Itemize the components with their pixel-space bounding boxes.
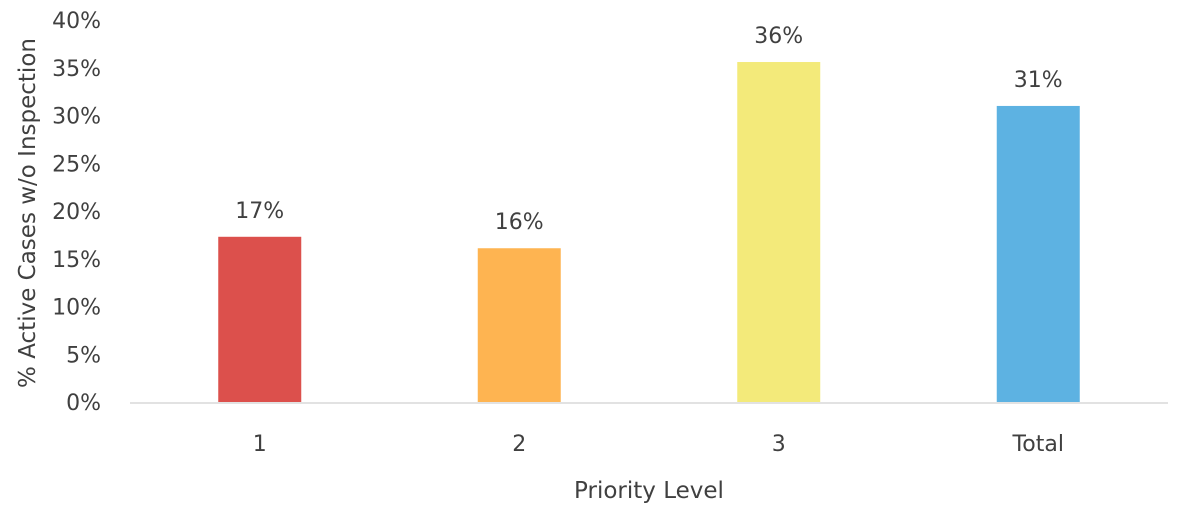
y-tick-label: 0% (66, 391, 101, 416)
y-tick-label: 30% (52, 105, 101, 130)
bar-value-label: 17% (235, 199, 284, 224)
y-tick-label: 20% (52, 200, 101, 225)
x-tick-label: 3 (772, 432, 786, 457)
x-tick-label: Total (1012, 432, 1064, 457)
bar-value-label: 36% (754, 24, 803, 49)
x-tick-label: 2 (512, 432, 526, 457)
data-labels-group: 17% 16% 36% 31% (235, 24, 1062, 235)
bar (477, 248, 561, 402)
bar (996, 105, 1080, 402)
bar-value-label: 16% (495, 210, 544, 235)
y-tick-label: 15% (52, 248, 101, 273)
bars-group (218, 62, 1080, 403)
x-tick-label: 1 (253, 432, 267, 457)
x-axis-ticks: 1 2 3 Total (253, 432, 1064, 457)
y-tick-label: 35% (52, 57, 101, 82)
y-axis-title: % Active Cases w/o Inspection (15, 38, 41, 388)
bar (218, 236, 302, 402)
y-tick-label: 40% (52, 9, 101, 34)
y-tick-label: 10% (52, 296, 101, 321)
bar-value-label: 31% (1014, 68, 1063, 93)
y-tick-label: 5% (66, 343, 101, 368)
y-axis-ticks: 0% 5% 10% 15% 20% 25% 30% 35% 40% (52, 9, 101, 416)
y-tick-label: 25% (52, 152, 101, 177)
x-axis-title: Priority Level (574, 478, 724, 504)
bar (737, 62, 821, 403)
